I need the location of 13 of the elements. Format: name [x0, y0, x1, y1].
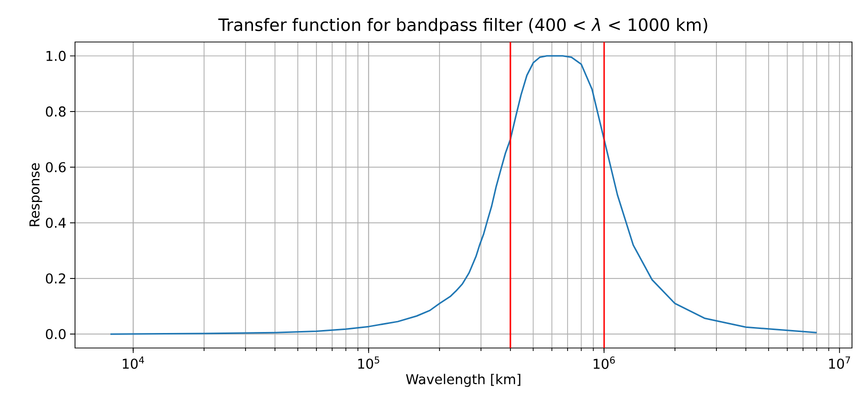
- x-tick-label: 10$^{6}$: [594, 356, 615, 369]
- x-axis-title: Wavelength [km]: [406, 374, 520, 387]
- chart-title: Transfer function for bandpass filter (400 < λ < 1000 km): [218, 18, 708, 34]
- x-tick-label: 10$^{5}$: [358, 356, 380, 369]
- x-tick-label: 10$^{7}$: [829, 356, 850, 369]
- y-tick-label: 0.4: [46, 218, 66, 228]
- y-tick-label: 0.0: [46, 328, 66, 340]
- y-tick-label: 0.8: [46, 106, 66, 117]
- y-tick-label: 1.0: [46, 50, 66, 62]
- y-tick-label: 0.6: [46, 162, 66, 172]
- y-axis-title: Response: [30, 163, 42, 226]
- x-tick-label: 10$^{4}$: [122, 356, 144, 369]
- y-tick-label: 0.2: [46, 273, 66, 284]
